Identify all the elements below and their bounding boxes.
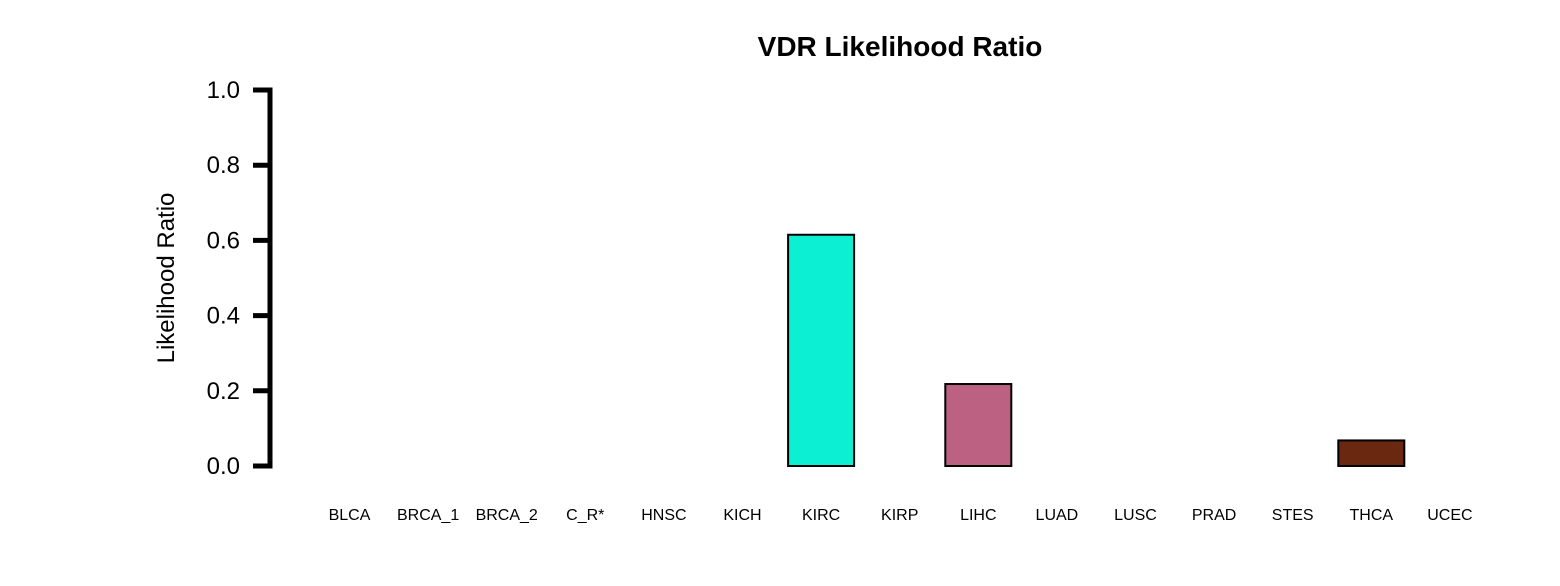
- x-tick-label: LIHC: [960, 507, 996, 524]
- bars: [787, 233, 1406, 468]
- x-tick-label: LUAD: [1036, 507, 1079, 524]
- x-tick-label: STES: [1272, 507, 1314, 524]
- y-tick-label: 1.0: [207, 77, 240, 104]
- x-tick-label: BRCA_1: [397, 507, 459, 524]
- y-axis: 0.0 0.2 0.4 0.6 0.8 1.0: [207, 77, 273, 480]
- y-tick-label: 0.0: [207, 453, 240, 480]
- x-tick-label: KICH: [723, 507, 761, 524]
- y-tick-label: 0.8: [207, 152, 240, 179]
- bar-kirc: [787, 233, 856, 467]
- x-tick-label: HNSC: [641, 507, 686, 524]
- x-axis-labels: BLCA BRCA_1 BRCA_2 C_R* HNSC KICH KIRC KIRP LIHC…: [329, 507, 1473, 524]
- bar-lihc: [944, 383, 1013, 468]
- bar-thca: [1337, 439, 1406, 468]
- x-tick-label: BRCA_2: [476, 507, 538, 524]
- x-tick-label: THCA: [1350, 507, 1394, 524]
- x-tick-label: PRAD: [1192, 507, 1236, 524]
- y-tick-label: 0.4: [207, 303, 240, 330]
- x-tick-label: LUSC: [1114, 507, 1157, 524]
- x-tick-label: KIRC: [802, 507, 840, 524]
- x-tick-label: KIRP: [881, 507, 918, 524]
- x-tick-label: C_R*: [566, 507, 604, 524]
- chart-title: VDR Likelihood Ratio: [758, 31, 1043, 62]
- y-axis-label: Likelihood Ratio: [153, 193, 180, 364]
- x-tick-label: BLCA: [329, 507, 371, 524]
- x-tick-label: UCEC: [1427, 507, 1472, 524]
- y-tick-label: 0.2: [207, 378, 240, 405]
- y-tick-label: 0.6: [207, 227, 240, 254]
